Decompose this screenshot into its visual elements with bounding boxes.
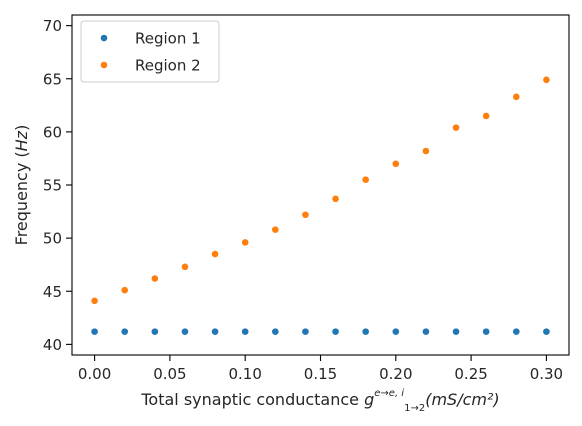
point-series-2 (91, 297, 98, 305)
point-series-1 (241, 328, 249, 335)
point-series-1 (362, 328, 369, 335)
y-tick-label: 60 (43, 123, 62, 141)
x-tick-label: 0.15 (304, 365, 337, 383)
legend-marker (100, 34, 108, 42)
x-tick-label: 0.30 (530, 365, 563, 383)
y-axis-label-text: Frequency ( (12, 151, 31, 245)
point-series-2 (452, 124, 460, 131)
x-tick-label: 0.05 (153, 365, 186, 383)
point-series-1 (482, 328, 490, 335)
x-tick-label: 0.00 (78, 365, 111, 383)
data-points (91, 76, 550, 335)
point-series-2 (392, 160, 400, 168)
x-axis-label-symbol: g (364, 390, 374, 409)
point-series-1 (452, 328, 460, 335)
x-axis-label: Total synaptic conductance ge→e, i1→2(mS… (140, 388, 499, 414)
point-series-1 (512, 328, 520, 335)
legend-label: Region 1 (135, 30, 201, 48)
y-tick-label: 50 (43, 230, 62, 248)
x-tick-label: 0.10 (228, 365, 261, 383)
y-tick-label: 45 (43, 283, 62, 301)
y-tick-label: 40 (43, 336, 62, 354)
point-series-2 (512, 93, 520, 101)
point-series-2 (211, 250, 219, 258)
x-axis-label-prefix: Total synaptic conductance (140, 390, 364, 409)
point-series-2 (241, 239, 249, 246)
point-series-1 (181, 328, 189, 335)
point-series-2 (332, 195, 339, 203)
point-series-1 (121, 328, 129, 335)
legend: Region 1 Region 2 (80, 20, 220, 83)
point-series-1 (211, 328, 219, 335)
y-axis-label-units: Hz (12, 130, 31, 151)
point-series-2 (302, 211, 309, 219)
y-axis-label-paren: ) (12, 125, 31, 131)
x-axis-label-units: (mS/cm²) (425, 390, 499, 409)
point-series-2 (121, 286, 129, 294)
y-axis-ticks: 40 45 50 55 60 65 70 (43, 17, 72, 354)
point-series-2 (362, 176, 369, 183)
point-series-1 (91, 328, 98, 335)
point-series-1 (151, 328, 159, 335)
point-series-1 (332, 328, 339, 335)
y-axis-label: Frequency (Hz) (12, 125, 31, 246)
point-series-2 (151, 275, 159, 282)
point-series-2 (422, 147, 430, 155)
legend-marker (100, 61, 108, 69)
legend-box (80, 20, 220, 83)
point-series-2 (482, 112, 490, 120)
point-series-1 (543, 328, 550, 335)
y-tick-label: 65 (43, 70, 62, 88)
point-series-2 (272, 226, 279, 233)
point-series-2 (181, 263, 189, 271)
x-axis-ticks: 0.00 0.05 0.10 0.15 0.20 0.25 0.30 (78, 355, 563, 383)
x-tick-label: 0.20 (379, 365, 412, 383)
point-series-1 (302, 328, 309, 335)
x-axis-label-subscript: 1→2 (404, 403, 425, 414)
legend-label: Region 2 (135, 57, 201, 75)
point-series-1 (392, 328, 400, 335)
point-series-1 (422, 328, 430, 335)
y-tick-label: 55 (43, 177, 62, 195)
point-series-2 (543, 76, 550, 84)
y-tick-label: 70 (43, 17, 62, 35)
x-axis-label-superscript: e→e, i (374, 388, 404, 399)
x-tick-label: 0.25 (454, 365, 487, 383)
point-series-1 (272, 328, 279, 335)
